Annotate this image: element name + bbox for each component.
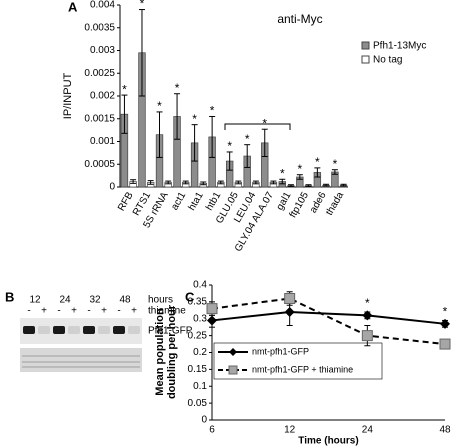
significance-mark: *	[280, 166, 285, 180]
y-tick-label: 0.004	[90, 0, 115, 11]
blot-band	[38, 326, 50, 334]
legend-label: No tag	[373, 55, 402, 66]
blot-band	[23, 326, 35, 334]
y-tick-label: 0	[109, 182, 115, 193]
y-tick-label: 0.05	[188, 398, 208, 409]
legend-marker	[228, 365, 238, 375]
x-tick-label: 6	[209, 425, 215, 436]
x-axis-label: Time (hours)	[298, 436, 358, 446]
y-tick-label: 0.0005	[84, 159, 115, 170]
significance-mark: *	[192, 112, 197, 126]
blot-hour: 24	[59, 295, 71, 306]
blot-lane: -	[87, 306, 90, 317]
blot-band	[128, 326, 140, 334]
significance-mark: *	[333, 157, 338, 171]
blot-lane: -	[27, 306, 30, 317]
y-tick-label: 0.0025	[84, 68, 115, 79]
blot-hour: 32	[89, 295, 101, 306]
y-axis-label: IP/INPUT	[62, 72, 74, 119]
y-tick-label: 0.15	[188, 364, 208, 375]
marker	[362, 310, 373, 321]
line	[211, 310, 446, 325]
x-tick-label: 12	[284, 425, 296, 436]
annotation: *	[443, 305, 448, 319]
blot-lane: +	[131, 306, 137, 317]
legend-box	[213, 342, 383, 380]
blot-hours-label: hours	[148, 295, 173, 306]
significance-mark: *	[245, 132, 250, 146]
significance-mark: *	[315, 155, 320, 169]
y-tick-label: 0.35	[188, 297, 208, 308]
y-tick-label: 0.2	[193, 347, 207, 358]
significance-mark: *	[175, 81, 180, 95]
significance-mark: *	[157, 99, 162, 113]
y-tick-label: 0	[201, 415, 207, 426]
legend-swatch	[361, 55, 370, 64]
blot-band	[53, 326, 65, 334]
blot-band	[68, 326, 80, 334]
y-tick-label: 0.25	[188, 330, 208, 341]
panel-label: B	[5, 289, 14, 304]
significance-mark: *	[297, 162, 302, 176]
line	[211, 297, 446, 346]
blot-hour: 12	[29, 295, 41, 306]
blot-lane: +	[101, 306, 107, 317]
significance-mark: *	[227, 139, 232, 153]
x-tick-label: thada	[324, 190, 346, 218]
blot-band	[113, 326, 125, 334]
blot-lane: +	[41, 306, 47, 317]
y-tick-label: 0.0015	[84, 113, 115, 124]
y-tick-label: 0.1	[193, 381, 207, 392]
loading-panel	[20, 348, 142, 372]
significance-mark: *	[262, 116, 267, 130]
marker	[206, 303, 218, 315]
blot-lane: -	[57, 306, 60, 317]
y-tick-label: 0.4	[193, 280, 207, 291]
chart-title: anti-Myc	[277, 12, 322, 26]
blot-hour: 48	[119, 295, 131, 306]
x-tick-label: act1	[169, 190, 188, 212]
legend-label: Pfh1-13Myc	[373, 41, 426, 52]
marker	[284, 307, 295, 317]
marker	[207, 315, 217, 326]
significance-mark: *	[140, 0, 145, 11]
legend-label: nmt-pfh1-GFP + thiamine	[252, 364, 353, 374]
y-tick-label: 0.001	[90, 136, 115, 147]
blot-band	[83, 326, 95, 334]
x-tick-label: hta1	[187, 190, 206, 213]
significance-mark: *	[210, 104, 215, 118]
annotation: *	[365, 296, 370, 310]
y-tick-label: 0.0035	[84, 22, 115, 33]
significance-mark: *	[122, 82, 127, 96]
blot-treatment-label: thiamine	[148, 306, 186, 317]
blot-lane: +	[71, 306, 77, 317]
y-tick-label: 0.3	[193, 313, 207, 324]
x-tick-label: 24	[362, 425, 374, 436]
y-axis-label: Mean population	[154, 308, 166, 396]
loading-bands	[22, 355, 140, 368]
marker	[361, 330, 373, 342]
panel-label: C	[185, 289, 195, 304]
bracket	[224, 123, 291, 130]
y-tick-label: 0.003	[90, 45, 115, 56]
y-tick-label: 0.002	[90, 91, 115, 102]
marker	[440, 318, 450, 329]
blot-band	[98, 326, 110, 334]
y-axis-label: doubling per hour	[166, 304, 178, 399]
blot-lane: -	[117, 306, 120, 317]
marker	[284, 293, 296, 304]
panel-label: A	[68, 0, 78, 14]
marker	[439, 338, 451, 350]
blot-band-label: Pfh1-GFP	[148, 326, 193, 337]
legend-label: nmt-pfh1-GFP	[252, 346, 309, 356]
legend-swatch	[361, 41, 370, 50]
legend-marker	[229, 348, 237, 356]
x-tick-label: ftp105	[288, 190, 312, 220]
x-tick-label: 48	[439, 425, 451, 436]
